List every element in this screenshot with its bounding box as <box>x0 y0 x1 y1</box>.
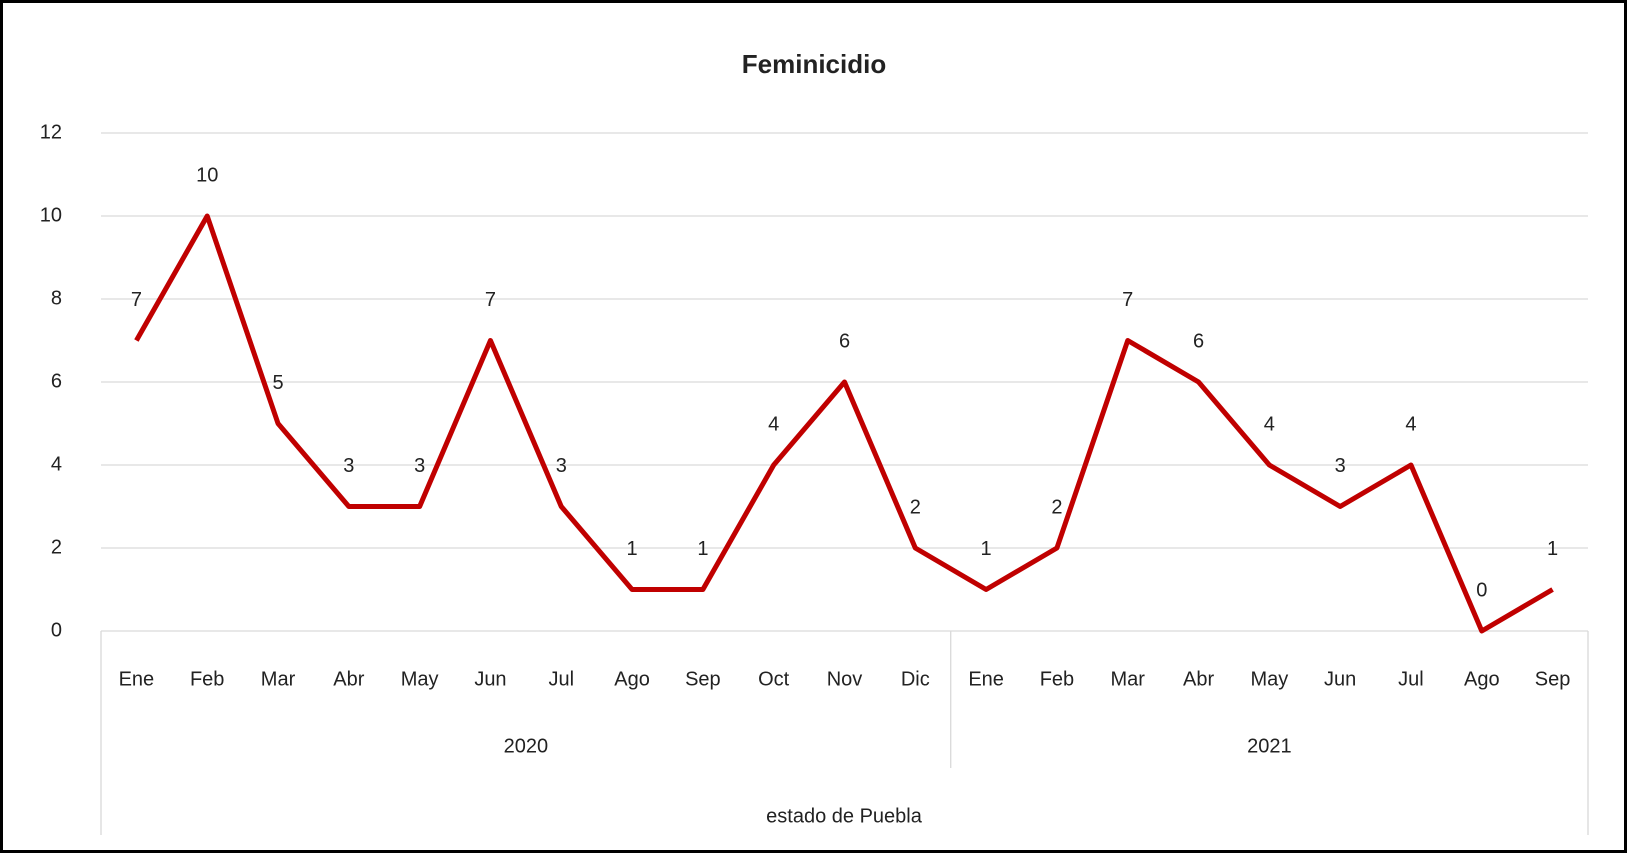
x-tick-label: May <box>401 668 439 690</box>
y-tick-label: 6 <box>51 370 62 392</box>
y-tick-label: 10 <box>40 204 62 226</box>
data-label: 5 <box>272 372 283 394</box>
x-group-label: 2020 <box>504 735 549 757</box>
data-label: 7 <box>131 289 142 311</box>
data-label: 2 <box>1051 496 1062 518</box>
x-group-label: 2021 <box>1247 735 1292 757</box>
chart-title: Feminicidio <box>742 49 886 79</box>
x-tick-label: Jul <box>1398 668 1424 690</box>
x-tick-label: Mar <box>261 668 296 690</box>
x-tick-label: Jun <box>1324 668 1356 690</box>
data-label: 3 <box>1335 455 1346 477</box>
x-tick-label: Feb <box>1040 668 1074 690</box>
data-label: 4 <box>1405 413 1416 435</box>
y-tick-label: 2 <box>51 536 62 558</box>
data-label: 1 <box>627 538 638 560</box>
y-tick-label: 8 <box>51 287 62 309</box>
x-axis-label: estado de Puebla <box>766 805 923 827</box>
data-label: 1 <box>981 538 992 560</box>
x-tick-label: Feb <box>190 668 224 690</box>
data-label: 3 <box>556 455 567 477</box>
x-tick-label: Ago <box>1464 668 1500 690</box>
data-label: 0 <box>1476 579 1487 601</box>
x-tick-label: Mar <box>1111 668 1146 690</box>
data-label: 6 <box>839 330 850 352</box>
data-label: 1 <box>1547 538 1558 560</box>
x-tick-label: Jun <box>474 668 506 690</box>
x-tick-label: Sep <box>685 668 721 690</box>
x-tick-label: Ene <box>119 668 155 690</box>
data-label: 3 <box>343 455 354 477</box>
x-tick-label: May <box>1250 668 1288 690</box>
data-label: 7 <box>485 289 496 311</box>
data-line <box>134 213 1554 634</box>
data-label: 4 <box>1264 413 1275 435</box>
data-label: 6 <box>1193 330 1204 352</box>
x-tick-label: Nov <box>827 668 863 690</box>
data-label: 3 <box>414 455 425 477</box>
data-label: 10 <box>196 164 218 186</box>
y-tick-label: 12 <box>40 121 62 143</box>
data-label: 7 <box>1122 289 1133 311</box>
x-tick-label: Abr <box>1183 668 1214 690</box>
data-label: 2 <box>910 496 921 518</box>
x-tick-label: Sep <box>1535 668 1571 690</box>
y-tick-label: 0 <box>51 619 62 641</box>
x-tick-label: Dic <box>901 668 930 690</box>
data-label: 1 <box>697 538 708 560</box>
x-tick-label: Abr <box>333 668 364 690</box>
x-tick-label: Ene <box>968 668 1004 690</box>
x-tick-label: Jul <box>548 668 574 690</box>
data-label: 4 <box>768 413 779 435</box>
x-tick-label: Oct <box>758 668 790 690</box>
y-tick-label: 4 <box>51 453 62 475</box>
x-tick-label: Ago <box>614 668 650 690</box>
